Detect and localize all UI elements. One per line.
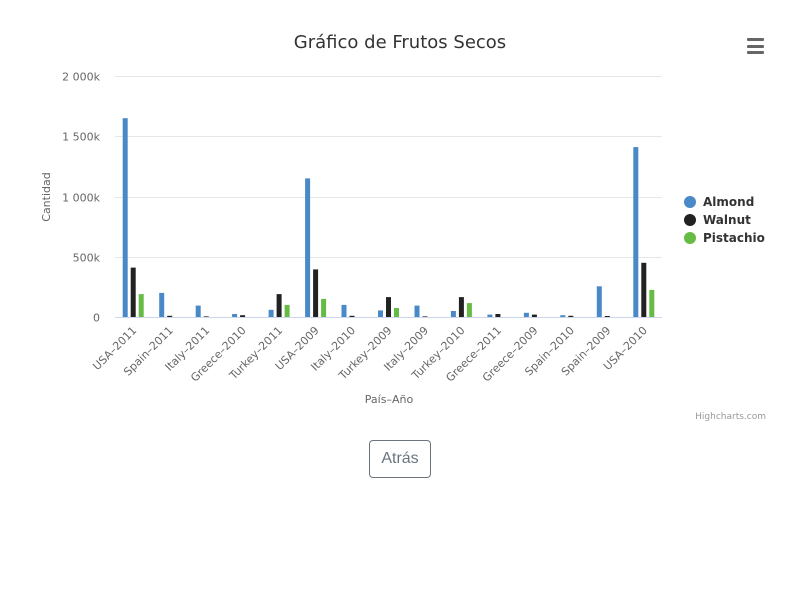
bar-walnut[interactable] — [641, 262, 647, 317]
x-axis-label: País–Año — [365, 393, 414, 406]
x-axis-ticks: USA–2011Spain–2011Italy–2011Greece–2010T… — [90, 324, 650, 385]
legend-item-almond[interactable]: Almond — [684, 195, 754, 209]
bar-almond[interactable] — [232, 314, 238, 317]
bars — [122, 118, 655, 317]
bar-pistachio[interactable] — [466, 303, 472, 317]
y-tick-label: 500k — [73, 252, 101, 265]
bar-walnut[interactable] — [203, 316, 209, 317]
bar-walnut[interactable] — [531, 314, 537, 317]
bar-almond[interactable] — [450, 311, 456, 317]
grid-lines — [115, 76, 662, 318]
bar-almond[interactable] — [122, 118, 128, 317]
bar-walnut[interactable] — [495, 314, 501, 317]
bar-pistachio[interactable] — [138, 294, 144, 317]
menu-line — [746, 51, 764, 54]
bar-almond[interactable] — [596, 286, 602, 317]
bar-almond[interactable] — [341, 304, 347, 317]
bar-walnut[interactable] — [568, 315, 574, 317]
chart-title: Gráfico de Frutos Secos — [294, 32, 506, 53]
bar-walnut[interactable] — [604, 316, 610, 317]
menu-line — [746, 44, 764, 48]
bar-pistachio[interactable] — [321, 298, 327, 317]
y-tick-label: 0 — [93, 312, 100, 325]
y-axis-ticks: 0 500k 1 000k 1 500k 2 000k — [62, 71, 100, 325]
bar-almond[interactable] — [195, 305, 201, 317]
bar-almond[interactable] — [523, 312, 529, 317]
bar-walnut[interactable] — [167, 315, 173, 317]
bar-almond[interactable] — [560, 315, 566, 317]
y-tick-label: 1 500k — [62, 131, 100, 144]
menu-line — [746, 38, 764, 41]
bar-walnut[interactable] — [422, 316, 428, 317]
bar-walnut[interactable] — [458, 297, 464, 317]
bar-almond[interactable] — [159, 292, 165, 317]
bar-almond[interactable] — [268, 309, 274, 317]
bar-pistachio[interactable] — [649, 289, 655, 317]
legend-marker — [684, 232, 696, 244]
legend-marker — [684, 196, 696, 208]
legend-label: Almond — [703, 195, 754, 209]
bar-almond[interactable] — [378, 310, 383, 317]
back-button[interactable]: Atrás — [369, 440, 431, 478]
bar-almond[interactable] — [305, 178, 311, 317]
bar-almond[interactable] — [414, 305, 420, 317]
legend[interactable]: Almond Walnut Pistachio — [684, 195, 765, 245]
bar-pistachio[interactable] — [394, 308, 399, 317]
bar-walnut[interactable] — [240, 315, 246, 317]
bar-almond[interactable] — [633, 147, 639, 317]
legend-item-walnut[interactable]: Walnut — [684, 213, 751, 227]
y-tick-label: 2 000k — [62, 71, 100, 84]
bar-walnut[interactable] — [349, 315, 355, 317]
bar-walnut[interactable] — [130, 267, 136, 317]
legend-label: Walnut — [703, 213, 751, 227]
bar-almond[interactable] — [487, 314, 493, 317]
hamburger-menu-icon[interactable] — [742, 36, 768, 56]
bar-walnut[interactable] — [313, 269, 319, 317]
legend-label: Pistachio — [703, 231, 765, 245]
y-axis-label: Cantidad — [40, 172, 53, 221]
y-tick-label: 1 000k — [62, 192, 100, 205]
bar-pistachio[interactable] — [284, 304, 290, 317]
legend-marker — [684, 214, 696, 226]
bar-walnut[interactable] — [276, 294, 282, 317]
legend-item-pistachio[interactable]: Pistachio — [684, 231, 765, 245]
credits-link[interactable]: Highcharts.com — [695, 412, 766, 422]
bar-walnut[interactable] — [386, 297, 391, 317]
